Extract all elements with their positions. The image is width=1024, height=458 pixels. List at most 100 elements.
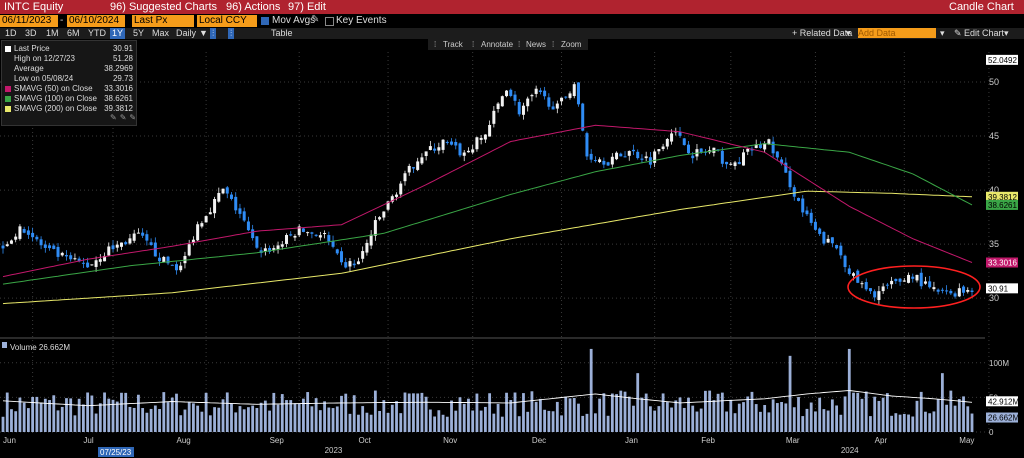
edit-menu[interactable]: 97) Edit	[288, 1, 326, 13]
period-ytd[interactable]: YTD	[88, 28, 106, 38]
legend-tool-icons[interactable]: ✎✎✎	[110, 113, 140, 122]
volume-bar	[352, 395, 356, 432]
suggested-charts-menu[interactable]: 96) Suggested Charts	[110, 1, 218, 13]
mov-avgs-checkbox[interactable]	[261, 17, 269, 25]
volume-bar	[280, 394, 284, 432]
currency-select[interactable]: Local CCY	[197, 15, 257, 27]
edit-chart-button[interactable]: Edit Chart	[964, 28, 1005, 38]
candle-body	[589, 153, 593, 160]
candle-body	[640, 158, 644, 160]
month-label: Jun	[3, 436, 16, 445]
chart-style-icon[interactable]: ⫶	[210, 28, 217, 39]
edit-chart-icon[interactable]: ✎	[954, 28, 962, 38]
related-data-chevron-icon[interactable]: ▾	[846, 28, 851, 38]
volume-bar	[230, 403, 233, 432]
volume-bar	[517, 416, 521, 432]
actions-menu[interactable]: 96) Actions	[226, 1, 281, 13]
key-events-label[interactable]: Key Events	[336, 15, 387, 26]
candle-body	[902, 280, 906, 282]
candle-body	[784, 162, 788, 173]
legend-row: High on 12/27/23 51.28	[5, 54, 133, 64]
frequency-select[interactable]: Daily	[176, 28, 197, 38]
period-5y[interactable]: 5Y	[133, 28, 145, 38]
key-events-checkbox[interactable]	[325, 17, 334, 26]
volume-bar	[835, 405, 838, 432]
volume-bar	[691, 405, 695, 432]
tool-annotate-icon[interactable]: ⁞	[472, 40, 474, 49]
volume-bar	[788, 355, 792, 432]
period-3d[interactable]: 3D	[25, 28, 37, 38]
volume-bar	[268, 410, 271, 432]
volume-bar	[48, 400, 51, 432]
candle-body	[479, 137, 483, 140]
volume-bar	[77, 398, 81, 432]
candle-body	[911, 276, 915, 279]
candle-body	[145, 234, 149, 241]
candle-body	[263, 248, 267, 252]
legend-swatch	[5, 96, 11, 102]
candle-body	[251, 229, 255, 239]
volume-bar	[695, 411, 699, 432]
candle-body	[107, 246, 111, 256]
legend-value: 38.2969	[104, 64, 133, 73]
volume-bar	[775, 403, 779, 432]
candle-body	[297, 226, 301, 236]
edit-chart-chevron-icon[interactable]: ▾	[1004, 28, 1009, 38]
related-data-button[interactable]: + Related Data	[792, 28, 853, 38]
end-date-field[interactable]: 06/10/2024	[67, 15, 125, 27]
volume-bar	[399, 413, 403, 432]
table-button[interactable]: Table	[271, 28, 293, 38]
field-select[interactable]: Last Px	[132, 15, 194, 27]
volume-bar	[780, 401, 783, 432]
add-data-chevron-icon[interactable]: ▾	[940, 28, 945, 38]
candle-body	[517, 102, 521, 115]
tool-track[interactable]: Track	[443, 40, 464, 49]
volume-bar	[636, 373, 640, 432]
volume-bar	[196, 405, 200, 432]
candle-style-icon[interactable]: ⫶	[228, 28, 235, 39]
candle-body	[894, 278, 898, 282]
candle-body	[593, 160, 597, 162]
frequency-chevron-icon[interactable]: ▼	[199, 28, 208, 38]
volume-bar	[331, 408, 335, 432]
volume-bar	[318, 410, 322, 432]
candle-body	[940, 289, 944, 291]
tool-news[interactable]: News	[526, 40, 546, 49]
tool-zoom-icon[interactable]: ⁞	[552, 40, 554, 49]
candle-body	[932, 287, 936, 290]
volume-bar	[170, 397, 174, 432]
volume-bar	[754, 404, 758, 432]
start-date-field[interactable]: 06/11/2023	[0, 15, 58, 27]
volume-bar	[957, 399, 961, 432]
tool-zoom[interactable]: Zoom	[561, 40, 582, 49]
volume-bar	[18, 397, 22, 432]
volume-bar	[640, 397, 644, 432]
ticker-label[interactable]: INTC Equity	[4, 1, 64, 13]
volume-bar	[420, 392, 424, 432]
add-data-input[interactable]: Add Data	[858, 28, 936, 38]
volume-bar	[187, 402, 191, 432]
period-1m[interactable]: 1M	[46, 28, 59, 38]
legend-swatch	[5, 86, 11, 92]
period-max[interactable]: Max	[152, 28, 170, 38]
pencil-icon[interactable]: ✎	[311, 14, 320, 25]
candle-body	[187, 244, 191, 256]
candle-body	[788, 170, 792, 188]
volume-bar	[809, 402, 813, 432]
volume-bar	[56, 410, 60, 432]
tool-annotate[interactable]: Annotate	[481, 40, 514, 49]
volume-bar	[945, 404, 949, 432]
volume-bar	[759, 411, 762, 432]
candle-body	[361, 251, 365, 259]
candle-body	[962, 286, 966, 293]
volume-tick-label: 0	[989, 428, 994, 437]
period-6m[interactable]: 6M	[67, 28, 80, 38]
mov-avgs-label[interactable]: Mov Avgs	[272, 15, 316, 26]
period-1d[interactable]: 1D	[5, 28, 17, 38]
candle-body	[22, 229, 26, 233]
candle-body	[14, 236, 18, 240]
tool-news-icon[interactable]: ⁞	[518, 40, 520, 49]
tool-track-icon[interactable]: ⁞	[434, 40, 436, 49]
period-1y[interactable]: 1Y	[110, 28, 126, 39]
